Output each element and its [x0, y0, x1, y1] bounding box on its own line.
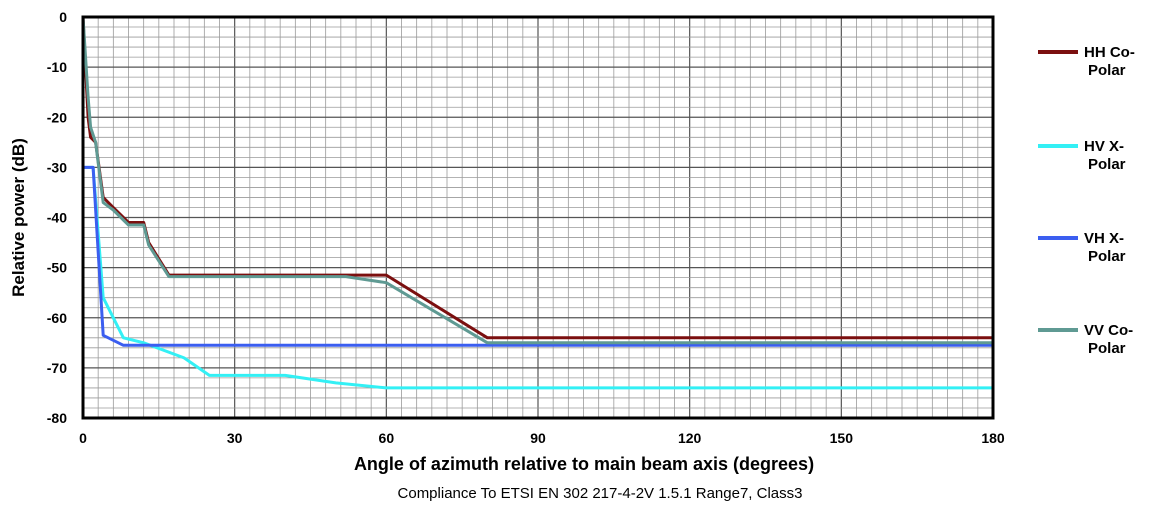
x-tick-label: 60 — [379, 430, 395, 446]
y-tick-label: -20 — [47, 109, 67, 125]
y-axis-ticks: 0 -10 -20 -30 -40 -50 -60 -70 -80 — [47, 9, 67, 426]
x-axis-label: Angle of azimuth relative to main beam a… — [354, 454, 814, 474]
chart-caption: Compliance To ETSI EN 302 217-4-2V 1.5.1… — [398, 485, 803, 502]
y-tick-label: -60 — [47, 310, 67, 326]
y-tick-label: -70 — [47, 360, 67, 376]
x-tick-label: 120 — [678, 430, 702, 446]
x-tick-label: 180 — [981, 430, 1005, 446]
series-line-0 — [81, 16, 993, 340]
legend-label: HH Co- — [1084, 44, 1135, 61]
y-tick-label: -50 — [47, 260, 67, 276]
legend-label: Polar — [1088, 156, 1126, 173]
legend-label: VH X- — [1084, 230, 1124, 247]
y-tick-label: -40 — [47, 210, 67, 226]
series-line-1 — [83, 165, 993, 390]
y-axis-label: Relative power (dB) — [9, 138, 28, 297]
x-tick-label: 150 — [830, 430, 854, 446]
legend-label: Polar — [1088, 248, 1126, 265]
y-tick-label: 0 — [59, 9, 67, 25]
x-tick-label: 0 — [79, 430, 87, 446]
x-tick-label: 30 — [227, 430, 243, 446]
legend-label: VV Co- — [1084, 322, 1133, 339]
series-layer — [81, 16, 993, 390]
y-tick-label: -80 — [47, 410, 67, 426]
plot-grid — [82, 16, 994, 419]
series-line-3 — [81, 16, 993, 345]
legend-label: Polar — [1088, 62, 1126, 79]
y-tick-label: -10 — [47, 59, 67, 75]
y-tick-label: -30 — [47, 159, 67, 175]
x-tick-label: 90 — [530, 430, 546, 446]
x-axis-ticks: 0 30 60 90 120 150 180 — [79, 430, 1005, 446]
legend-label: Polar — [1088, 340, 1126, 357]
series-line-2 — [83, 165, 993, 347]
plot-frame — [81, 15, 995, 420]
legend-label: HV X- — [1084, 138, 1124, 155]
